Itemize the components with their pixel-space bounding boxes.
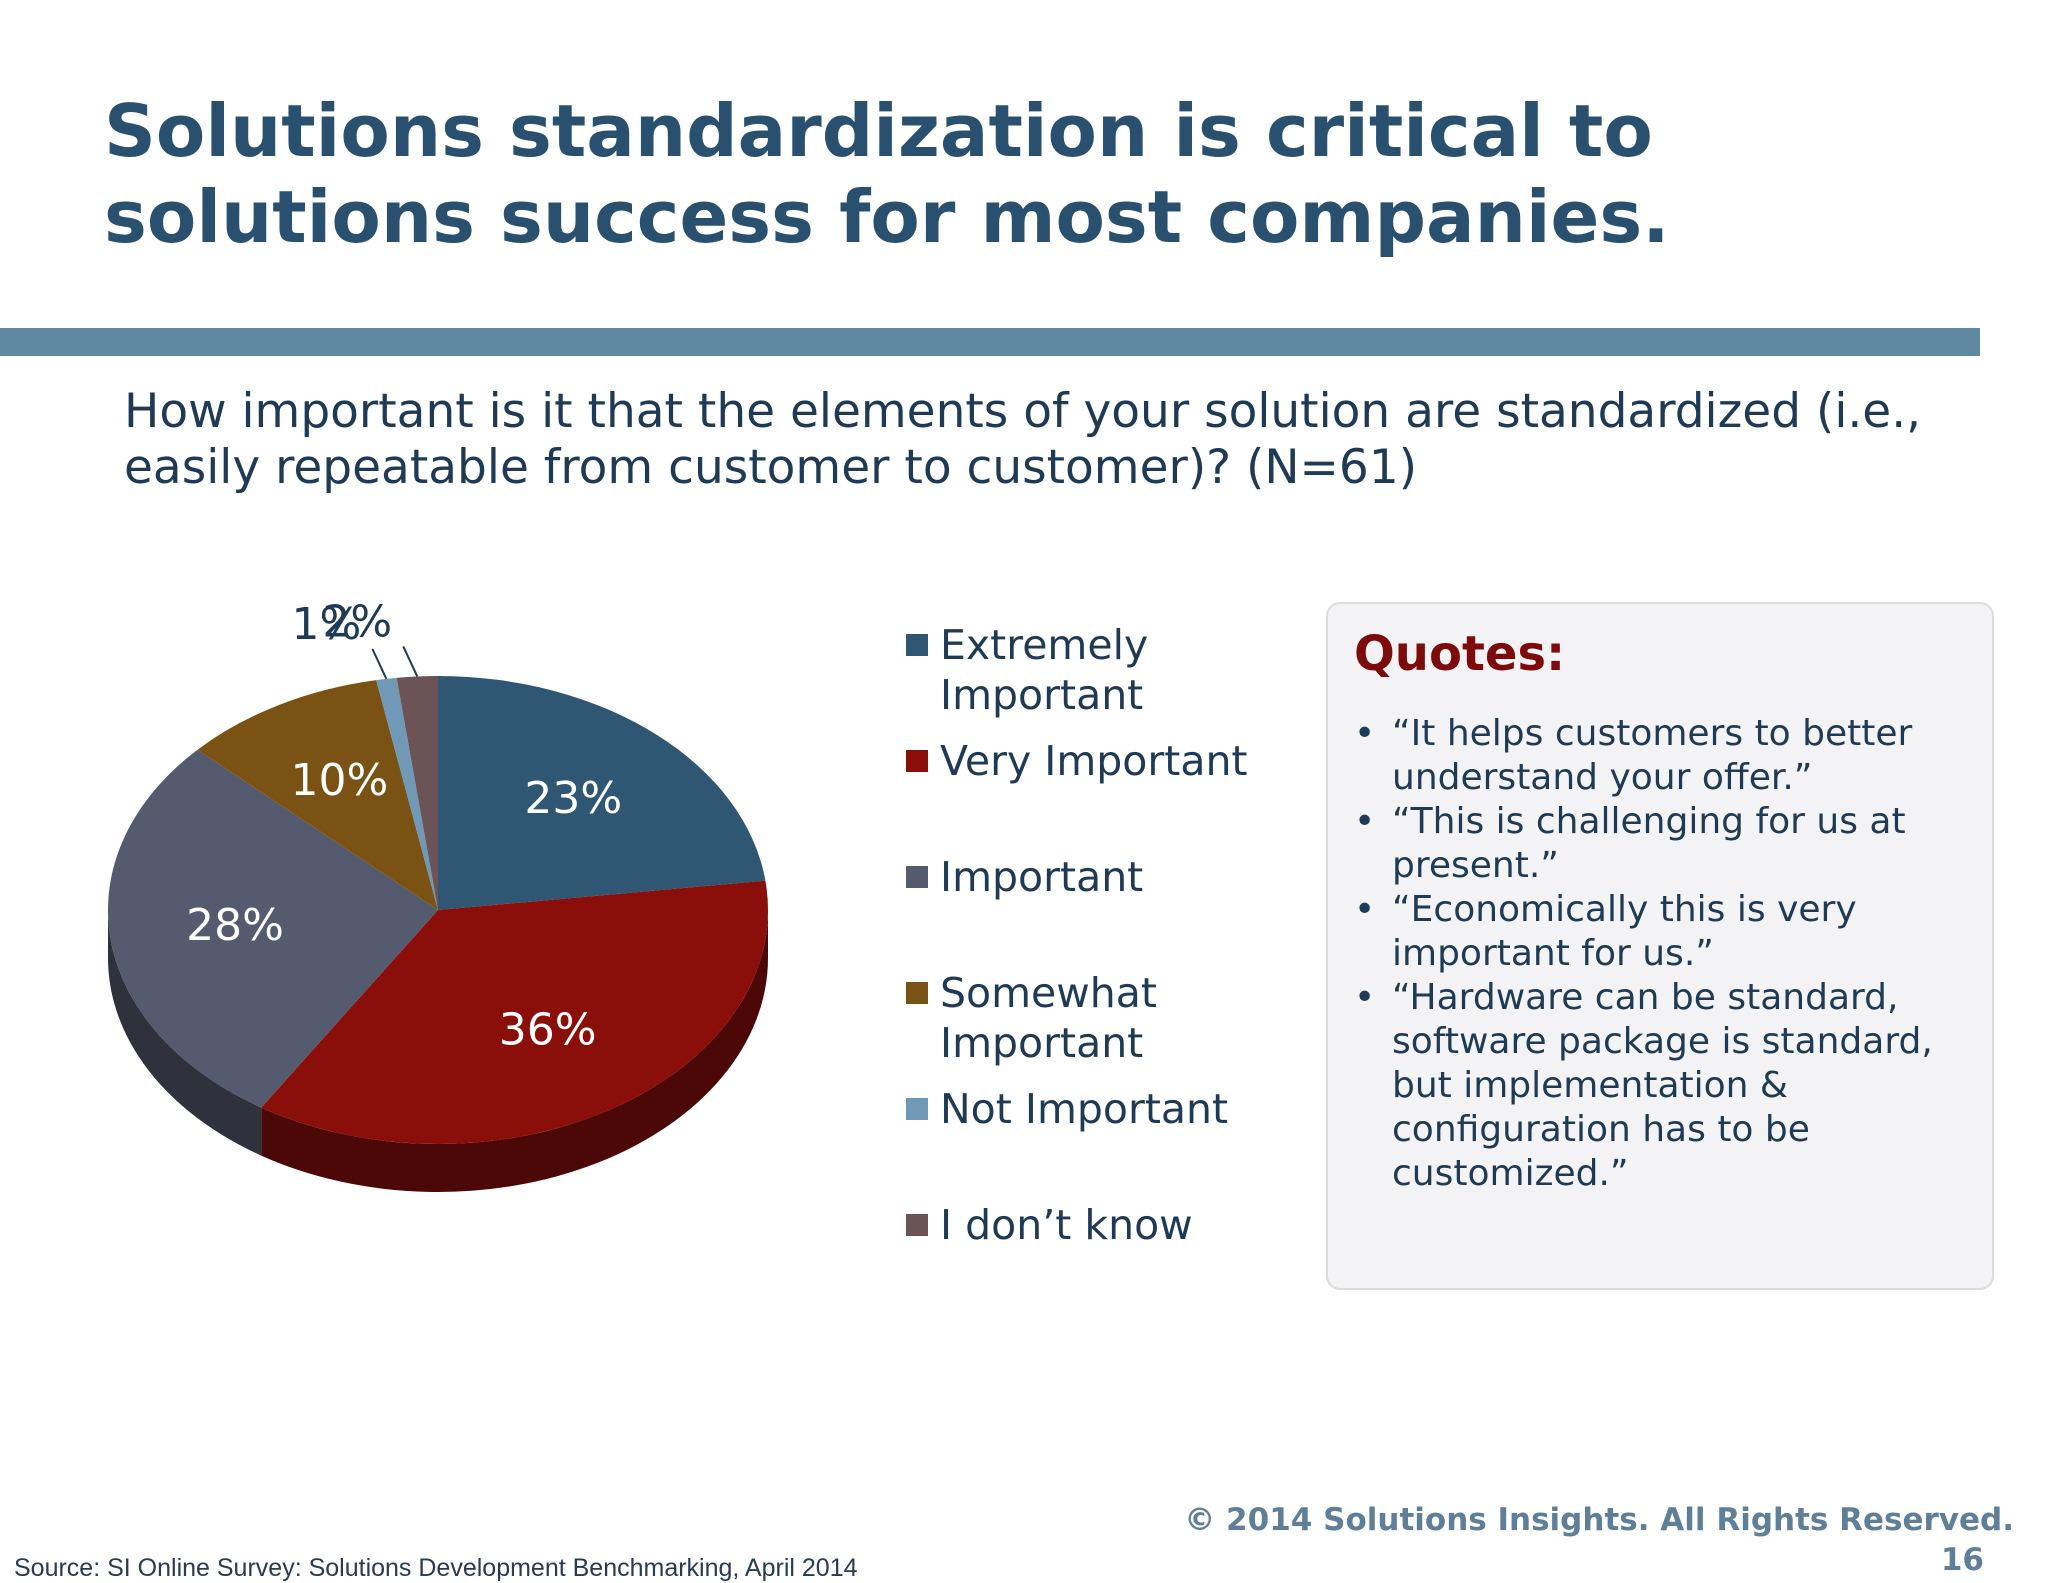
legend-label: Important <box>940 853 1144 901</box>
legend-item: Extremely Important <box>904 620 1304 720</box>
legend-label: Very Important <box>940 737 1248 785</box>
pie-slice-label: 1% <box>291 600 361 650</box>
legend-swatch <box>906 1214 928 1236</box>
legend-item: I don’t know <box>904 1200 1304 1250</box>
pie-side-wall <box>107 910 768 1192</box>
legend-item: Not Important <box>904 1084 1304 1134</box>
quotes-title: Quotes: <box>1354 626 1566 682</box>
pie-slice-label: 36% <box>499 1004 597 1055</box>
source-note: Source: SI Online Survey: Solutions Deve… <box>14 1554 858 1582</box>
pie-slice <box>438 676 766 910</box>
legend-item: Somewhat Important <box>904 968 1304 1068</box>
pie-slices <box>107 676 768 1144</box>
page-number: 16 <box>1940 1542 1984 1578</box>
legend-swatch <box>906 750 928 772</box>
quote-item: “This is challenging for us at present.” <box>1354 800 1966 888</box>
pie-slice-label: 23% <box>524 773 622 824</box>
legend-swatch <box>906 866 928 888</box>
pie-slice <box>197 680 438 910</box>
pie-leader-lines <box>371 646 419 680</box>
pie-slice-label: 10% <box>291 755 389 806</box>
quote-item: “Economically this is very important for… <box>1354 888 1966 976</box>
title-divider-bar <box>0 328 1980 356</box>
quote-item: “Hardware can be standard, software pack… <box>1354 976 1966 1196</box>
quote-item: “It helps customers to better understand… <box>1354 712 1966 800</box>
legend-label: Somewhat Important <box>940 969 1157 1067</box>
quotes-list: “It helps customers to better understand… <box>1354 712 1966 1196</box>
legend-label: Not Important <box>940 1085 1229 1133</box>
legend-swatch <box>906 634 928 656</box>
pie-slice <box>376 677 438 910</box>
copyright-notice: © 2014 Solutions Insights. All Rights Re… <box>1184 1502 2014 1538</box>
legend-item: Very Important <box>904 736 1304 786</box>
pie-slice <box>107 749 439 1108</box>
pie-slice-label: 28% <box>186 900 284 951</box>
pie-slice-label: 2% <box>322 600 392 647</box>
pie-chart: 23% 36% 28% 10% 1%2% <box>107 600 768 1192</box>
quotes-panel: Quotes: “It helps customers to better un… <box>1326 602 1994 1290</box>
legend-swatch <box>906 1098 928 1120</box>
slide-title: Solutions standardization is critical to… <box>104 89 1670 259</box>
leader-line <box>371 648 388 680</box>
pie-slice <box>261 880 768 1144</box>
pie-side-segment <box>261 910 768 1192</box>
legend-item: Important <box>904 852 1304 902</box>
pie-data-labels: 23% 36% 28% 10% 1%2% <box>186 600 622 1055</box>
legend-swatch <box>906 982 928 1004</box>
legend-label: I don’t know <box>940 1201 1193 1249</box>
leader-line <box>402 646 419 677</box>
legend-label: Extremely Important <box>940 621 1149 719</box>
survey-question: How important is it that the elements of… <box>124 384 1922 495</box>
pie-side-segment <box>107 910 262 1156</box>
pie-slice <box>396 676 438 910</box>
